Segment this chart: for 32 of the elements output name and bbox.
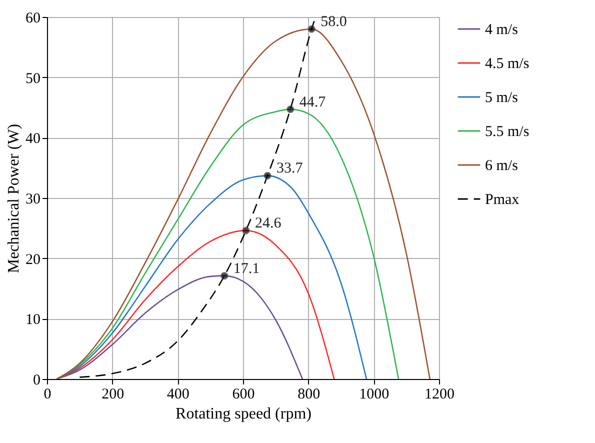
annotation: 33.7 — [276, 160, 304, 177]
legend-label: 5 m/s — [485, 90, 518, 106]
x-tick-label: 0 — [44, 386, 52, 402]
legend-label: 5.5 m/s — [485, 124, 530, 140]
annotation: 44.7 — [299, 94, 326, 110]
x-axis-title: Rotating speed (rpm) — [176, 406, 312, 422]
annotation: 17.1 — [233, 260, 260, 277]
legend-label: 6 m/s — [485, 158, 518, 174]
y-axis-title: Mechanical Power (W) — [6, 124, 22, 274]
point — [264, 172, 272, 180]
y-tick-label: 30 — [26, 192, 40, 208]
point — [308, 25, 316, 33]
annotation: 58.0 — [320, 14, 347, 30]
x-tick-label: 400 — [166, 386, 190, 402]
y-tick-label: 60 — [26, 10, 40, 26]
point — [242, 226, 250, 234]
x-tick-label: 600 — [232, 386, 255, 402]
annotation: 24.6 — [254, 216, 282, 232]
y-tick-label: 20 — [26, 252, 40, 268]
point — [286, 105, 294, 114]
y-tick-label: 50 — [26, 70, 40, 87]
x-tick-label: 1200 — [424, 386, 454, 402]
y-tick-label: 10 — [26, 312, 40, 328]
x-tick-label: 1000 — [359, 386, 390, 402]
legend-label: Pmax — [485, 192, 520, 208]
legend-label: 4 m/s — [485, 22, 518, 38]
y-tick-label: 40 — [26, 131, 40, 148]
x-tick-label: 200 — [102, 386, 124, 402]
y-tick-label: 0 — [33, 372, 40, 388]
legend-label: 4.5 m/s — [485, 56, 530, 72]
x-tick-label: 800 — [298, 386, 320, 402]
point — [220, 272, 228, 280]
